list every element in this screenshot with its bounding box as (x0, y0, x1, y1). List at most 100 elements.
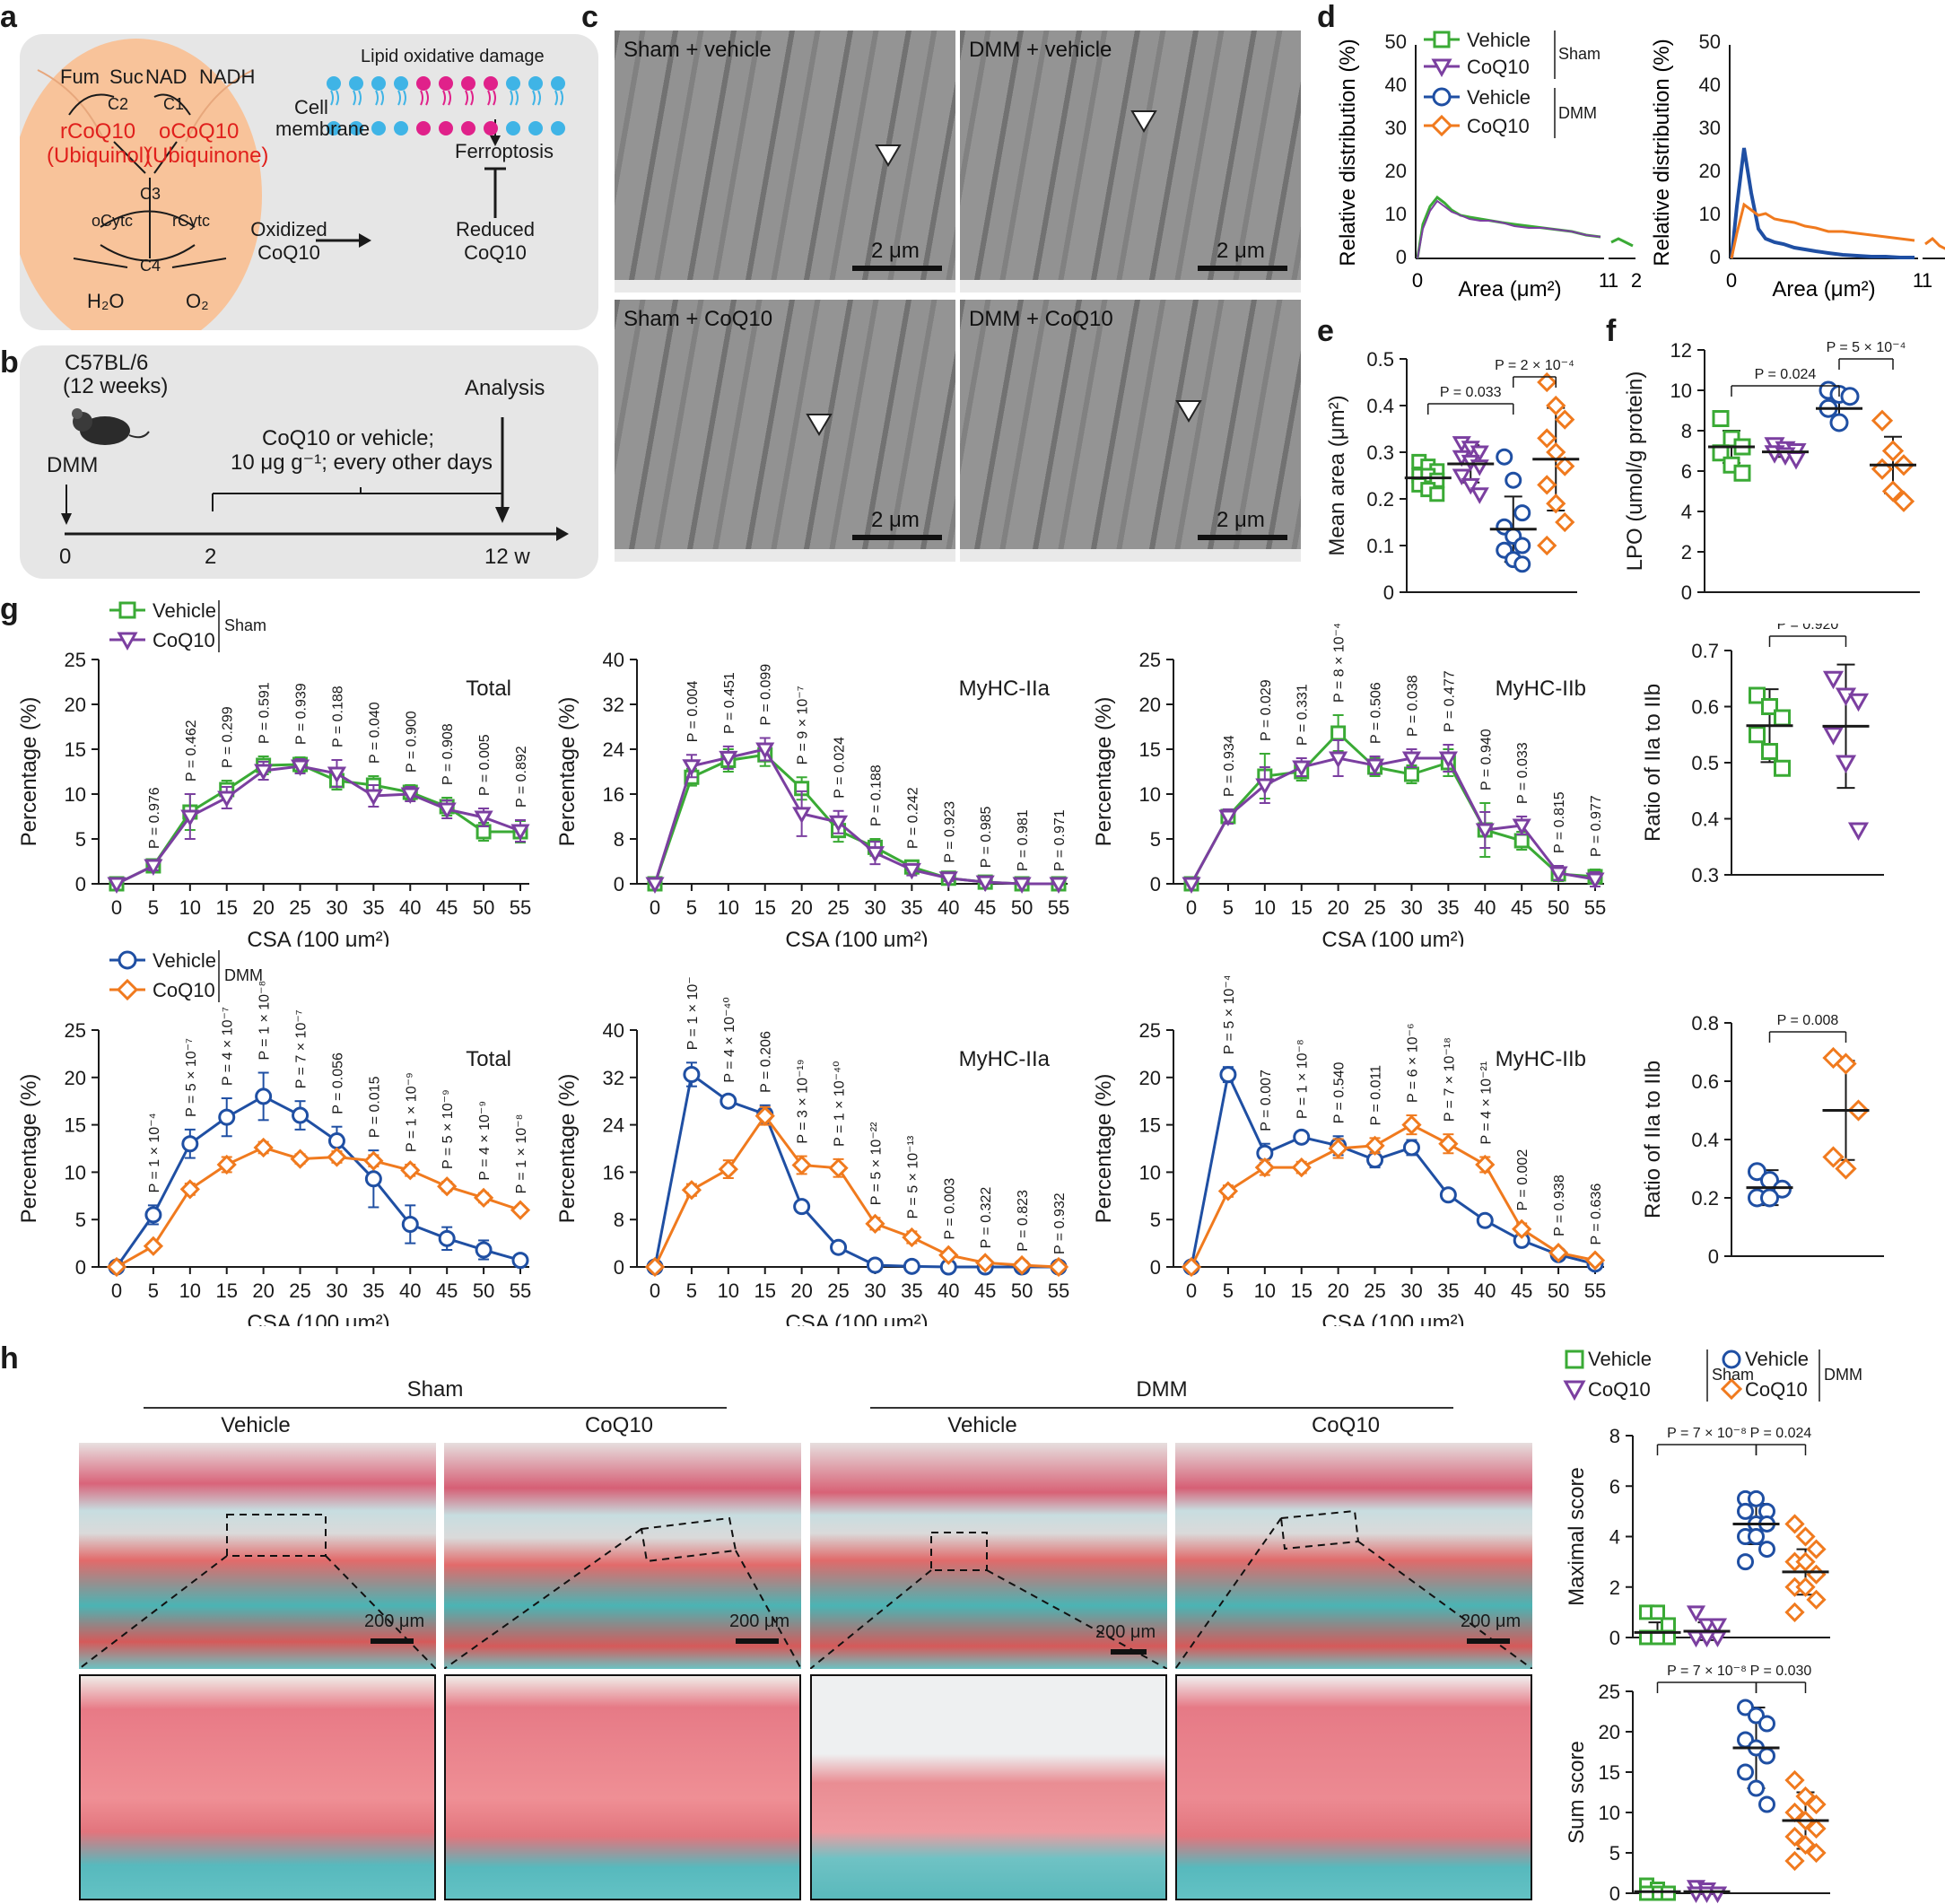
data-point (1686, 1605, 1706, 1622)
x-tick-label: 35 (362, 1280, 384, 1302)
y-tick: 20 (1385, 160, 1407, 182)
y-tick-label: 0 (1681, 581, 1692, 601)
panel-a-box: Fum Suc NAD NADH C2 C1 rCoQ10 (Ubiquinol… (20, 34, 598, 330)
tem-label: DMM + vehicle (969, 38, 1112, 62)
p-value-label: P = 0.981 (1016, 809, 1031, 871)
data-point (1365, 758, 1385, 776)
y-tick-label: 0.6 (1691, 1070, 1719, 1093)
legend-group-dmm: DMM (224, 966, 263, 984)
data-point (1505, 471, 1522, 489)
marker-square-icon (1565, 1349, 1584, 1369)
chart-title: MyHC-IIa (959, 1047, 1051, 1071)
data-point (1513, 504, 1531, 522)
legend-group-dmm: DMM (1558, 104, 1597, 122)
series-line (653, 1114, 1060, 1269)
x-tick-label: 50 (473, 1280, 494, 1302)
series-line (1190, 756, 1596, 885)
label-nad: NAD (145, 66, 188, 88)
x-tick-label: 10 (179, 1280, 201, 1302)
label-c1: C1 (163, 95, 185, 113)
y-tick: 40 (1385, 74, 1407, 96)
y-tick-label: 25 (65, 1019, 86, 1042)
data-point (1555, 409, 1575, 430)
legend-h: Vehicle CoQ10 Sham Vehicle CoQ10 DMM (1561, 1346, 1938, 1409)
x-tick-label: 25 (1364, 1280, 1385, 1302)
x-tick-label: 30 (326, 896, 347, 919)
svg-text:20: 20 (1699, 160, 1721, 182)
label-rcytc: rCytc (172, 212, 210, 230)
data-point (645, 877, 665, 895)
panel-b-timeline (61, 408, 569, 541)
scale-bar-label: 2 μm (1217, 239, 1265, 263)
y-tick-label: 25 (1139, 1019, 1161, 1042)
chart-sham-ratio: 0.3 0.4 0.5 0.6 0.7 Ratio of IIa to IIb P = 0.… (1641, 624, 1884, 884)
data-point (401, 1215, 419, 1233)
y-tick-label: 0 (1708, 1245, 1719, 1265)
label-dmm: DMM (47, 453, 99, 477)
y-tick-label: 15 (1139, 1114, 1161, 1137)
x-tick-label: 20 (790, 1280, 812, 1302)
p-value-label: P = 0.462 (184, 720, 199, 782)
y-axis-label: Ratio of IIa to IIb (1641, 1061, 1665, 1218)
panel-label-b: b (0, 345, 19, 380)
x-tick-label: 30 (326, 1280, 347, 1302)
p-value-label: P = 0.985 (979, 806, 994, 868)
data-point (437, 1176, 458, 1197)
y-tick-label: 40 (603, 1019, 624, 1042)
data-point (1496, 448, 1513, 466)
histology-zoom-sham-coq10 (444, 1674, 801, 1900)
p-value-label: P = 0.206 (759, 1031, 774, 1093)
x-tick-label: 15 (1290, 896, 1312, 919)
data-point (1255, 778, 1275, 796)
data-point (1293, 1128, 1311, 1146)
data-point (1548, 866, 1568, 884)
data-point (363, 1150, 384, 1171)
chart-title: MyHC-IIb (1496, 677, 1586, 701)
data-point (903, 1257, 920, 1275)
y-axis-label: Percentage (%) (1092, 1074, 1116, 1224)
y-tick-label: 6 (1681, 460, 1692, 483)
data-point (1758, 1795, 1775, 1813)
p-value-label: P = 0.940 (1478, 729, 1494, 790)
x-tick-label: 10 (179, 896, 201, 919)
data-point (1707, 1618, 1728, 1635)
panel-b-box: C57BL/6 (12 weeks) Analysis DMM CoQ10 or… (20, 345, 598, 579)
p-value-label: P = 0.015 (367, 1076, 382, 1138)
y-tick-label: 2 (1609, 1576, 1620, 1599)
y-axis-label: Percentage (%) (1092, 697, 1116, 847)
data-point (1661, 1885, 1676, 1901)
label-analysis: Analysis (465, 376, 545, 400)
p-value-label: P = 0.024 (1750, 1426, 1812, 1441)
p-value-label: P = 0.242 (905, 787, 920, 849)
panel-label-h: h (0, 1341, 19, 1376)
histology-dmm-vehicle: 200 μm (810, 1443, 1167, 1669)
p-value-label: P = 0.892 (514, 746, 529, 808)
scale-bar-label: 200 μm (364, 1611, 425, 1631)
data-point (180, 809, 200, 827)
scale-bar-label: 2 μm (1217, 508, 1265, 532)
tick-0: 0 (59, 545, 72, 569)
marker-diamond-icon (116, 978, 139, 1001)
y-tick-label: 0.6 (1691, 696, 1719, 719)
p-value-label: P = 1 × 10⁻⁸ (514, 1114, 529, 1194)
data-point (1795, 1834, 1816, 1856)
scale-bar-label: 200 μm (1095, 1622, 1156, 1642)
panel-e-scatter: 0 0.1 0.2 0.3 0.4 0.5 Mean area (μm²) P = 0.033… (1325, 348, 1580, 601)
data-point (1438, 1133, 1459, 1154)
marker-circle-icon (1432, 87, 1452, 107)
data-point (681, 1180, 702, 1201)
y-tick-label: 24 (603, 738, 624, 761)
legend-label: Vehicle (153, 949, 216, 972)
data-point (1012, 877, 1032, 895)
x-tick-label: 30 (1400, 896, 1422, 919)
marker-triangle-icon (1563, 1380, 1586, 1402)
y-tick-label: 5 (1150, 1209, 1161, 1231)
x-tick-label: 25 (827, 896, 849, 919)
data-point (1439, 1186, 1457, 1204)
y-tick-label: 0.4 (1366, 395, 1394, 417)
label-strain: C57BL/6 (65, 351, 149, 375)
x-tick-label: 5 (686, 896, 697, 919)
arrowhead-icon (1130, 110, 1157, 133)
data-point (1365, 1135, 1385, 1156)
x-tick-label: 0 (1186, 896, 1197, 919)
